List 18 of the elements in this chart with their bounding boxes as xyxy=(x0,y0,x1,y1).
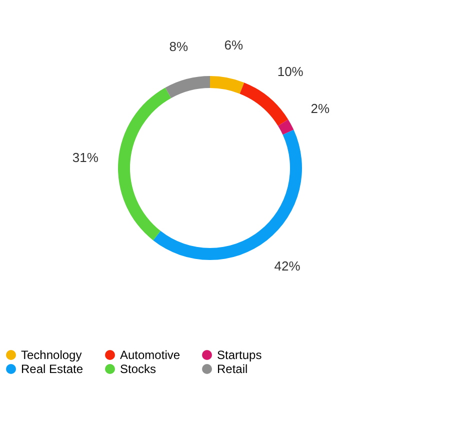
legend-label: Retail xyxy=(217,362,248,376)
data-label: 2% xyxy=(310,100,330,116)
legend-label: Stocks xyxy=(120,362,156,376)
data-label: 10% xyxy=(277,64,304,80)
data-label: 31% xyxy=(72,150,99,166)
donut-slice xyxy=(278,119,294,135)
data-label: 42% xyxy=(274,258,301,274)
donut-slice xyxy=(165,76,210,98)
data-label: 8% xyxy=(169,39,188,54)
legend-label: Automotive xyxy=(120,348,180,362)
legend-label: Startups xyxy=(217,348,262,362)
donut-slice xyxy=(118,88,172,240)
donut-slice xyxy=(153,130,302,260)
donut-slice xyxy=(210,76,244,94)
data-label: 6% xyxy=(224,37,244,52)
donut-slice xyxy=(240,82,288,126)
legend-label: Real Estate xyxy=(21,362,84,376)
legend-label: Technology xyxy=(21,348,82,362)
